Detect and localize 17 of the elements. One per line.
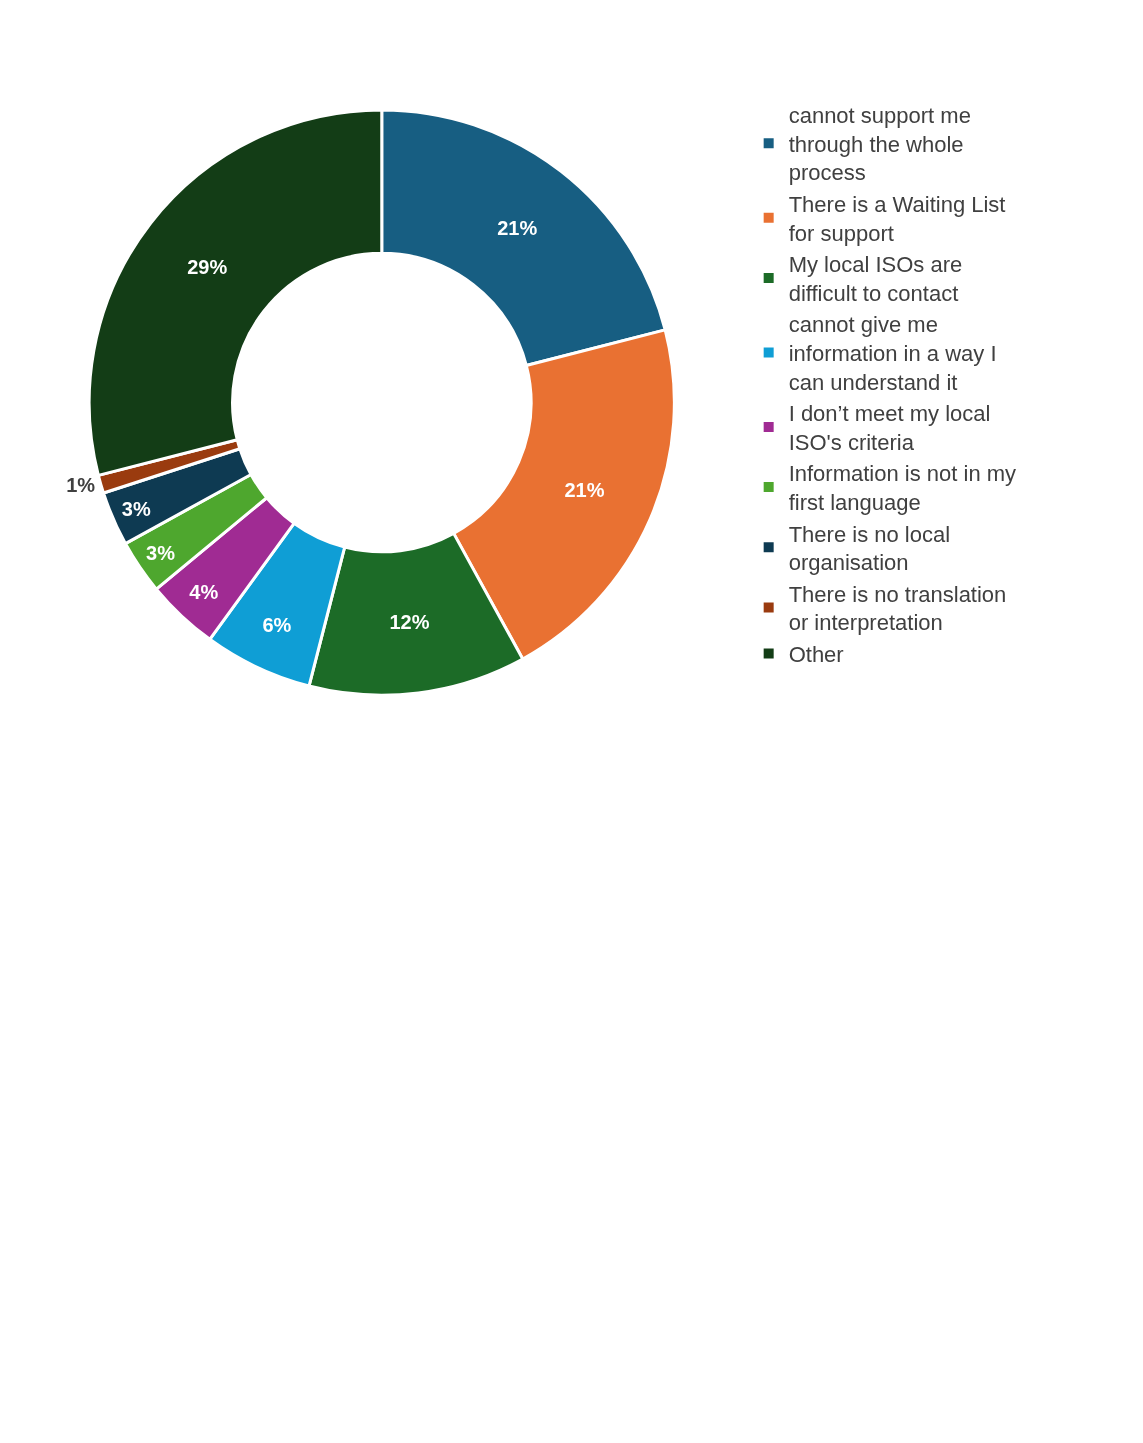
legend-label: Information is not in my first language bbox=[788, 461, 1017, 515]
data-label: 29% bbox=[187, 256, 228, 279]
legend-label: There is no local organisation bbox=[788, 521, 951, 576]
legend-label: There is no translation or interpretation bbox=[788, 581, 1007, 636]
data-label: 4% bbox=[189, 580, 219, 603]
legend-label: There is a Waiting List for support bbox=[788, 191, 1006, 246]
legend-label: cannot give me information in a way I can understand it bbox=[788, 312, 997, 395]
data-label: 21% bbox=[497, 216, 538, 239]
data-label: 3% bbox=[146, 541, 176, 564]
data-label: 1% bbox=[66, 474, 96, 497]
data-label: 12% bbox=[389, 610, 430, 633]
data-label: 3% bbox=[121, 497, 151, 520]
legend-label: cannot support me through the whole process bbox=[788, 103, 971, 186]
legend-label: I don’t meet my local ISO's criteria bbox=[788, 401, 991, 455]
data-label: 6% bbox=[262, 614, 292, 637]
data-label: 21% bbox=[564, 479, 605, 502]
legend-label: Other bbox=[788, 641, 844, 667]
